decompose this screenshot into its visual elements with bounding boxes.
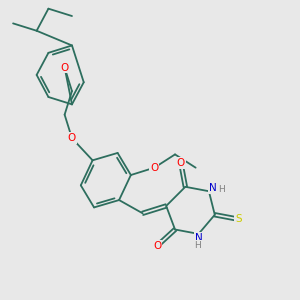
Text: O: O [68,133,76,143]
Text: O: O [153,241,161,251]
Text: H: H [218,185,225,194]
Text: N: N [195,233,203,243]
Text: N: N [208,183,216,193]
Text: H: H [195,241,201,250]
Text: S: S [235,214,242,224]
Text: O: O [177,158,185,168]
Text: O: O [150,163,158,173]
Text: O: O [61,63,69,73]
